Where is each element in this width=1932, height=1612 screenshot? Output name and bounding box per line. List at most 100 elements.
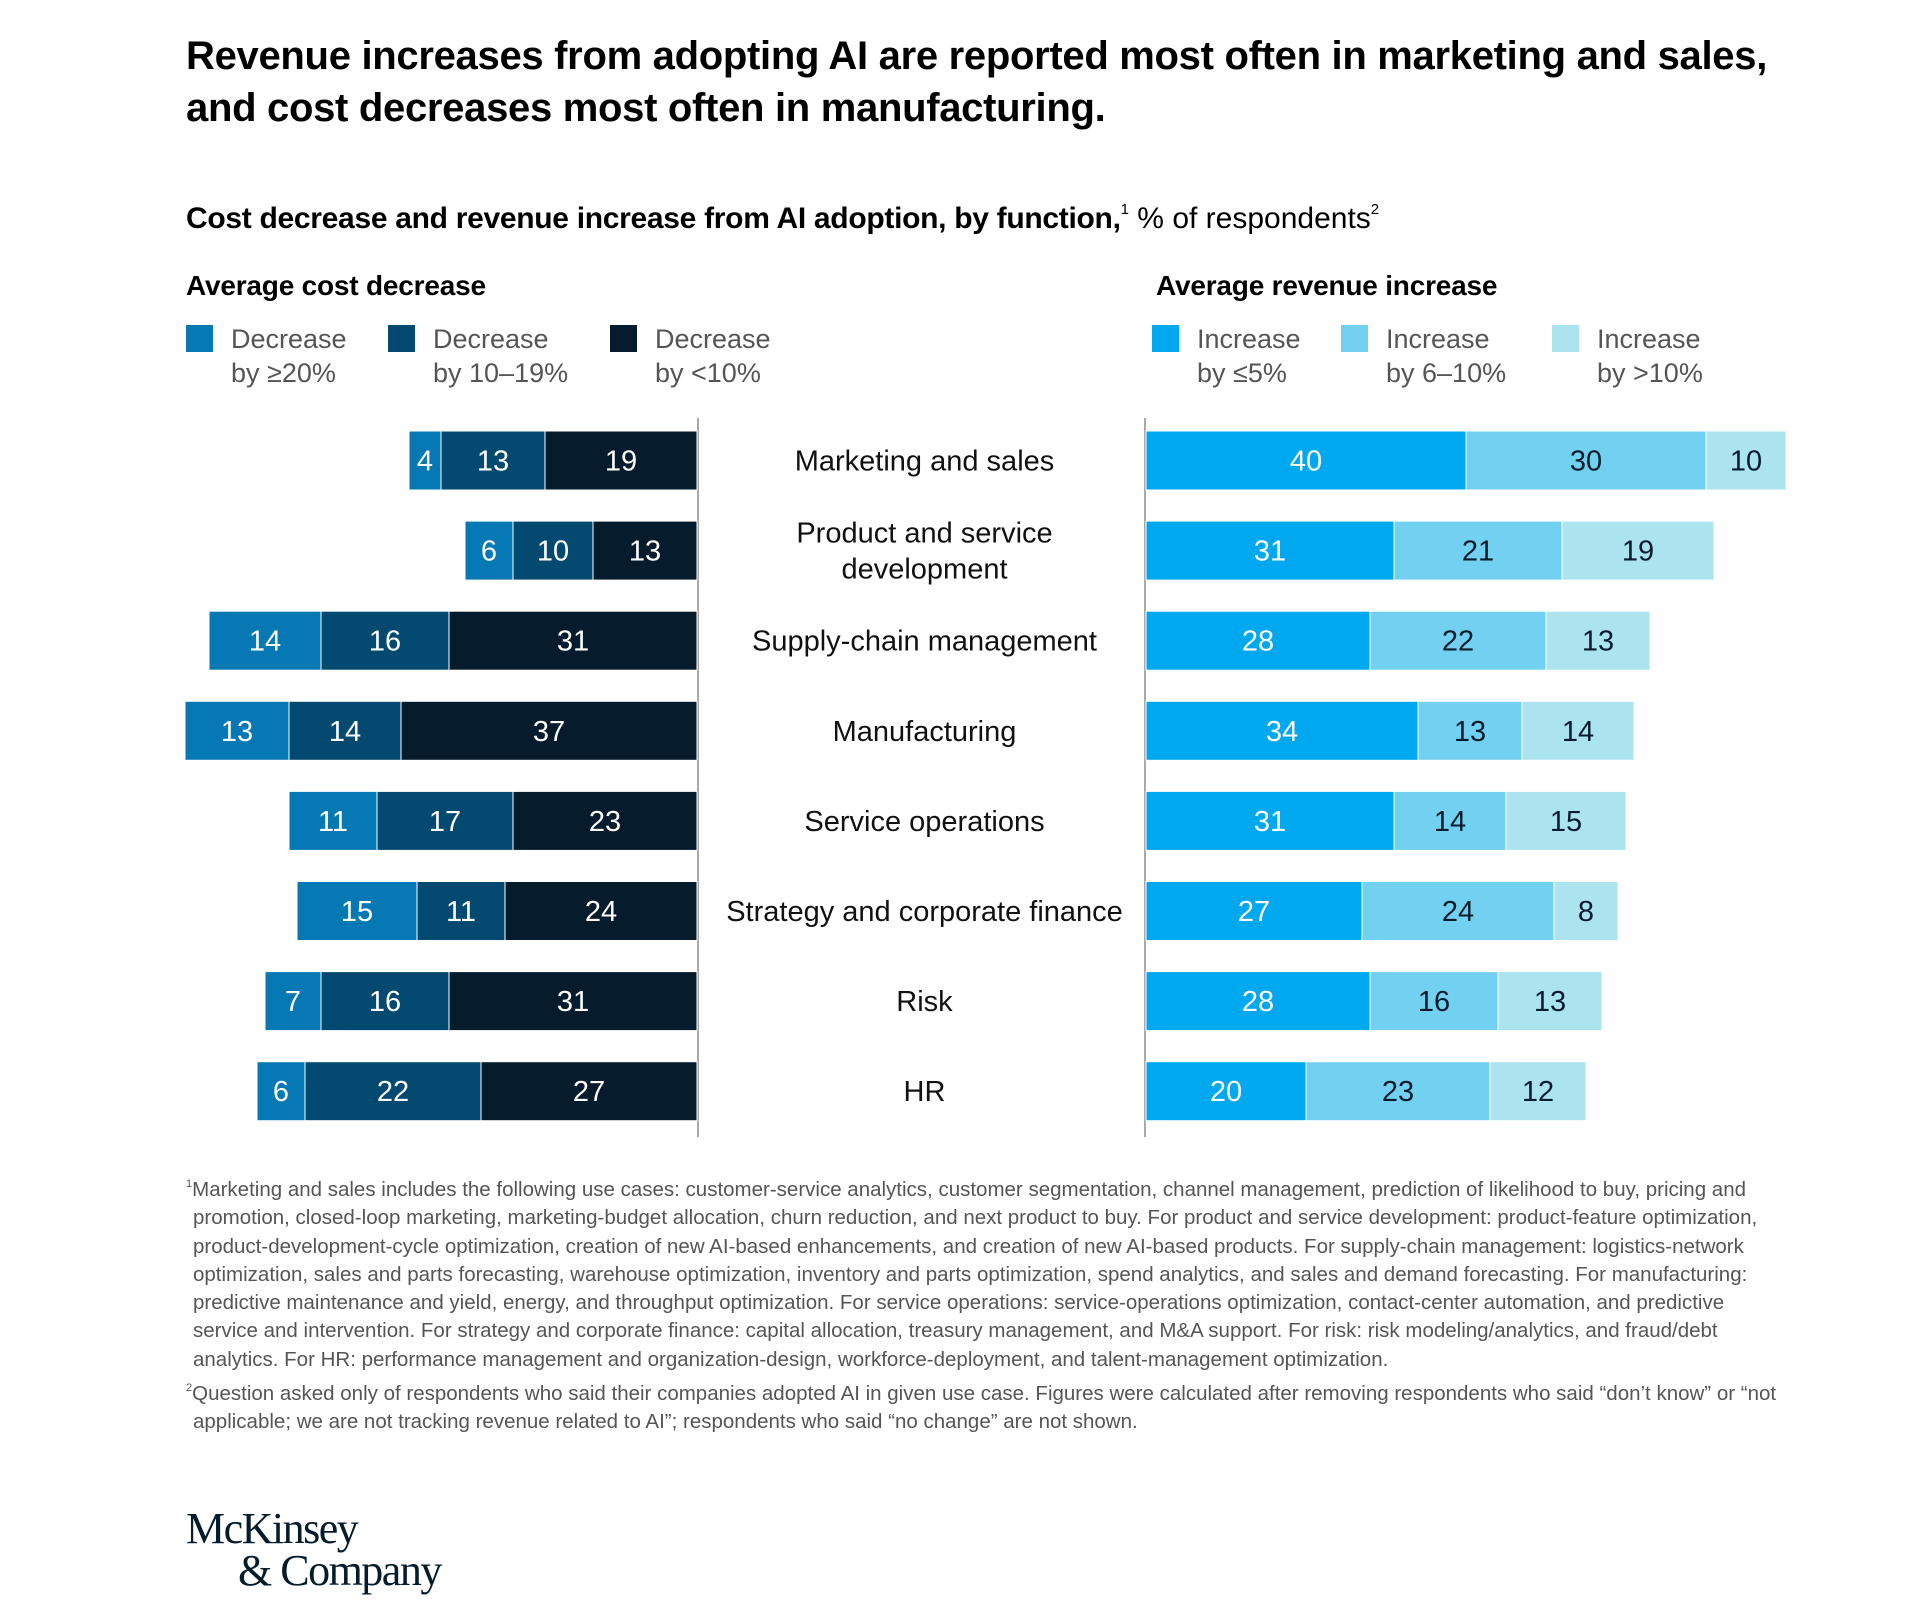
category-label: Strategy and corporate finance [726,896,1123,928]
footnote-2: 2Question asked only of respondents who … [186,1382,1777,1434]
bar-segment-revenue [1545,610,1651,671]
bar-segment-revenue [1505,790,1627,851]
bar-segment-revenue [1145,971,1371,1032]
subtitle-unit: % of respondents [1128,202,1371,235]
bar-value-label: 22 [1442,626,1474,658]
footnotes: 1Marketing and sales includes the follow… [186,1170,1786,1437]
bar-segment-revenue [1489,1061,1587,1122]
bar-value-label: 23 [589,806,621,838]
bar-value-label: 19 [605,446,637,478]
bar-segment-cost [288,790,378,851]
bar-segment-cost [320,610,450,671]
bar-segment-cost [440,430,546,491]
bar-value-label: 6 [273,1076,289,1108]
chart-headline: Revenue increases from adopting AI are r… [186,34,1768,130]
bar-segment-cost [264,971,322,1032]
mckinsey-logo: McKinsey & Company [186,1507,442,1593]
bar-segment-revenue [1417,700,1523,761]
bar-value-label: 4 [417,446,433,478]
bar-segment-cost [416,881,506,941]
bar-segment-cost [448,971,698,1032]
bar-value-label: 15 [341,896,373,928]
legend-swatch [388,325,415,352]
bar-segment-revenue [1497,971,1603,1032]
bar-value-label: 30 [1570,446,1602,478]
category-label: Risk [896,986,953,1018]
bar-segment-cost [464,520,514,581]
bar-segment-cost [408,430,442,491]
category-label: Manufacturing [833,716,1017,748]
bar-value-label: 23 [1382,1076,1414,1108]
bar-value-label: 28 [1242,626,1274,658]
bar-value-label: 13 [629,536,661,568]
legend-label: Decrease [655,324,771,354]
footnote-ref-2: 2 [1370,201,1380,218]
bar-value-label: 21 [1462,536,1494,568]
revenue-panel-heading: Average revenue increase [1156,270,1498,301]
bar-value-label: 27 [1238,896,1270,928]
bar-value-label: 27 [573,1076,605,1108]
bar-value-label: 10 [537,536,569,568]
bar-value-label: 14 [249,626,281,658]
bar-segment-cost [304,1061,482,1122]
bar-value-label: 16 [369,626,401,658]
legend-label: by <10% [655,358,761,388]
bar-value-label: 16 [1418,986,1450,1018]
legend-label: Decrease [231,324,347,354]
footnote-1: 1Marketing and sales includes the follow… [186,1178,1758,1371]
bar-value-label: 34 [1266,716,1298,748]
legend-label: Increase [1597,324,1701,354]
bar-value-label: 31 [1254,806,1286,838]
bar-segment-cost [400,700,698,761]
footnote-ref-1: 1 [1120,201,1129,218]
legend-swatch [1341,325,1368,352]
bar-segment-revenue [1561,520,1715,581]
bar-segment-cost [320,971,450,1032]
legend-rev-le5: Increase by ≤5% [1152,322,1301,390]
bar-value-label: 20 [1210,1076,1242,1108]
bar-segment-revenue [1521,700,1635,761]
bar-segment-cost [208,610,322,671]
bar-segment-cost [512,790,698,851]
bar-value-label: 28 [1242,986,1274,1018]
legend-swatch [610,325,637,352]
bar-value-label: 31 [557,986,589,1018]
bar-value-label: 14 [329,716,361,748]
legend-label: Increase [1197,324,1301,354]
bar-segment-cost [592,520,698,581]
legend-label: by ≤5% [1197,358,1287,388]
bar-segment-revenue [1553,881,1619,941]
bar-segment-cost [376,790,514,851]
bar-value-label: 13 [1534,986,1566,1018]
bar-value-label: 16 [369,986,401,1018]
category-label: HR [904,1076,946,1108]
bar-value-label: 31 [557,626,589,658]
bar-segment-revenue [1393,520,1563,581]
legend-swatch [1152,325,1179,352]
bar-value-label: 8 [1578,896,1594,928]
legend-cost-lt10: Decrease by <10% [610,322,771,390]
bar-segment-revenue [1145,1061,1307,1122]
legend-label: by 10–19% [433,358,569,388]
bar-value-label: 6 [481,536,497,568]
bar-value-label: 17 [429,806,461,838]
legend-label: by >10% [1597,358,1703,388]
bar-segment-revenue [1361,881,1555,941]
legend-label: by ≥20% [231,358,336,388]
cost-panel-heading: Average cost decrease [186,270,486,301]
legend-cost-10-19: Decrease by 10–19% [388,322,568,390]
bar-value-label: 11 [446,896,476,928]
chart-subtitle: Cost decrease and revenue increase from … [186,190,1379,239]
bar-segment-revenue [1369,971,1499,1032]
bar-value-label: 37 [533,716,565,748]
bar-value-label: 14 [1562,716,1594,748]
subtitle-main: Cost decrease and revenue increase from … [186,202,1121,235]
bar-value-label: 14 [1434,806,1466,838]
bar-value-label: 24 [1442,896,1474,928]
category-label: Service operations [804,806,1044,838]
bar-segment-revenue [1145,610,1371,671]
bar-segment-cost [184,700,290,761]
bar-segment-cost [504,881,698,941]
legend-swatch [1552,325,1579,352]
bar-segment-cost [448,610,698,671]
